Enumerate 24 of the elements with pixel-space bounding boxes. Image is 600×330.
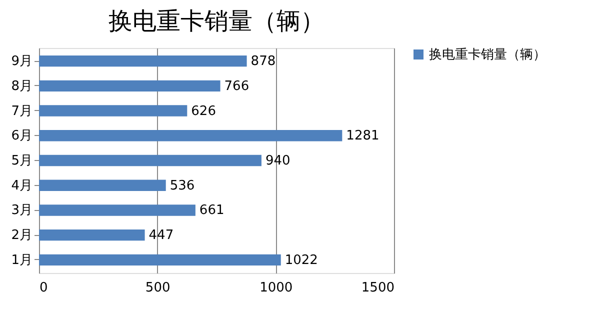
- data-label: 940: [265, 154, 290, 168]
- y-tick-label: 8月: [11, 78, 32, 94]
- data-label: 1022: [284, 252, 318, 268]
- data-label: 661: [199, 203, 224, 218]
- y-tick-label: 9月: [11, 54, 32, 70]
- x-tick-label: 1500: [361, 280, 394, 296]
- data-label: 447: [148, 228, 174, 244]
- data-label: 766: [224, 78, 250, 94]
- chart-title: 换电重卡销量（辆）: [108, 7, 324, 35]
- legend-label: 换电重卡销量（辆）: [429, 48, 546, 62]
- data-label: 626: [191, 104, 216, 119]
- y-tick-label: 2月: [11, 228, 32, 244]
- y-tick-label: 4月: [11, 178, 32, 194]
- y-tick-label: 5月: [11, 154, 32, 168]
- x-tick-label: 1000: [260, 280, 293, 296]
- x-tick-label: 500: [145, 280, 170, 296]
- data-label: 1281: [346, 128, 380, 144]
- y-tick-label: 3月: [11, 203, 32, 218]
- data-label: 878: [250, 54, 276, 70]
- data-label: 536: [170, 178, 195, 194]
- y-tick-label: 7月: [11, 104, 32, 119]
- y-tick-label: 6月: [11, 128, 32, 144]
- y-tick-label: 1月: [11, 252, 32, 268]
- x-tick-label: 0: [40, 280, 48, 296]
